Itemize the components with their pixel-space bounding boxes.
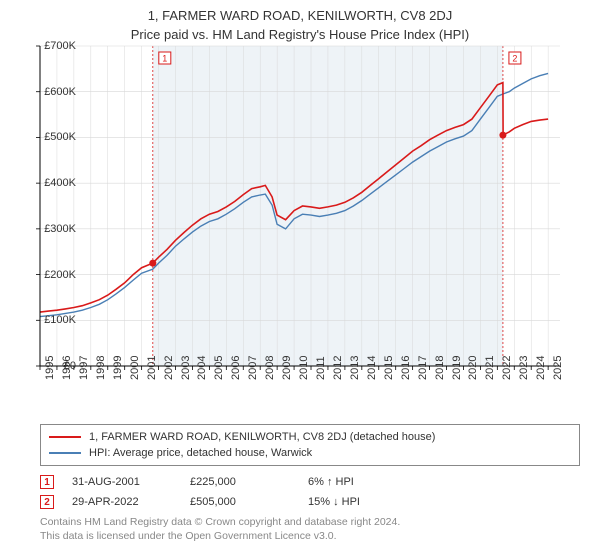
x-tick-label: 2019 [451,356,463,380]
x-tick-label: 2025 [552,356,564,380]
x-tick-label: 2009 [281,356,293,380]
marker-date: 29-APR-2022 [72,496,172,508]
x-tick-label: 1999 [112,356,124,380]
chart-container: 1, FARMER WARD ROAD, KENILWORTH, CV8 2DJ… [0,0,600,560]
x-tick-label: 2000 [129,356,141,380]
x-tick-label: 1998 [95,356,107,380]
footnote-line1: Contains HM Land Registry data © Crown c… [40,516,400,528]
x-tick-label: 2018 [434,356,446,380]
svg-text:1: 1 [162,54,167,64]
marker-number-box: 2 [40,495,54,509]
x-tick-label: 2005 [213,356,225,380]
x-tick-label: 2013 [349,356,361,380]
x-tick-label: 1997 [78,356,90,380]
chart-area: 12 £0£100K£200K£300K£400K£500K£600K£700K… [40,46,600,386]
x-tick-label: 2020 [467,356,479,380]
svg-text:2: 2 [512,54,517,64]
x-tick-label: 1996 [61,356,73,380]
x-tick-label: 1995 [44,356,56,380]
y-tick-label: £700K [44,40,76,52]
x-tick-label: 2023 [518,356,530,380]
x-tick-label: 2003 [180,356,192,380]
y-tick-label: £100K [44,314,76,326]
marker-delta: 6% ↑ HPI [308,476,408,488]
x-tick-label: 2022 [501,356,513,380]
marker-price: £225,000 [190,476,290,488]
x-tick-label: 2021 [484,356,496,380]
chart-svg: 12 [35,44,565,374]
title-subtitle: Price paid vs. HM Land Registry's House … [10,27,590,42]
x-tick-label: 2014 [366,356,378,380]
x-tick-label: 2017 [417,356,429,380]
x-tick-label: 2010 [298,356,310,380]
y-tick-label: £400K [44,177,76,189]
legend-label: 1, FARMER WARD ROAD, KENILWORTH, CV8 2DJ… [89,431,435,443]
y-tick-label: £200K [44,269,76,281]
x-tick-label: 2012 [332,356,344,380]
marker-price: £505,000 [190,496,290,508]
legend-row: 1, FARMER WARD ROAD, KENILWORTH, CV8 2DJ… [49,429,571,445]
legend-line [49,452,81,454]
x-tick-label: 2024 [535,356,547,380]
marker-date: 31-AUG-2001 [72,476,172,488]
x-tick-label: 2016 [400,356,412,380]
x-tick-label: 2002 [163,356,175,380]
title-address: 1, FARMER WARD ROAD, KENILWORTH, CV8 2DJ [10,8,590,23]
marker-row: 2 29-APR-2022 £505,000 15% ↓ HPI [40,492,580,512]
x-tick-label: 2006 [230,356,242,380]
legend-label: HPI: Average price, detached house, Warw… [89,447,312,459]
marker-row: 1 31-AUG-2001 £225,000 6% ↑ HPI [40,472,580,492]
y-tick-label: £600K [44,86,76,98]
x-tick-label: 2011 [315,356,327,380]
title-block: 1, FARMER WARD ROAD, KENILWORTH, CV8 2DJ… [0,0,600,46]
x-tick-label: 2015 [383,356,395,380]
marker-number-box: 1 [40,475,54,489]
x-tick-label: 2001 [146,356,158,380]
legend-box: 1, FARMER WARD ROAD, KENILWORTH, CV8 2DJ… [40,424,580,466]
marker-table: 1 31-AUG-2001 £225,000 6% ↑ HPI 2 29-APR-2022… [40,472,580,512]
footnote: Contains HM Land Registry data © Crown c… [40,516,580,543]
y-tick-label: £500K [44,131,76,143]
legend-line [49,436,81,438]
x-tick-label: 2008 [264,356,276,380]
y-tick-label: £300K [44,223,76,235]
legend-row: HPI: Average price, detached house, Warw… [49,445,571,461]
footnote-line2: This data is licensed under the Open Gov… [40,530,337,542]
x-tick-label: 2007 [247,356,259,380]
marker-delta: 15% ↓ HPI [308,496,408,508]
x-tick-label: 2004 [196,356,208,380]
